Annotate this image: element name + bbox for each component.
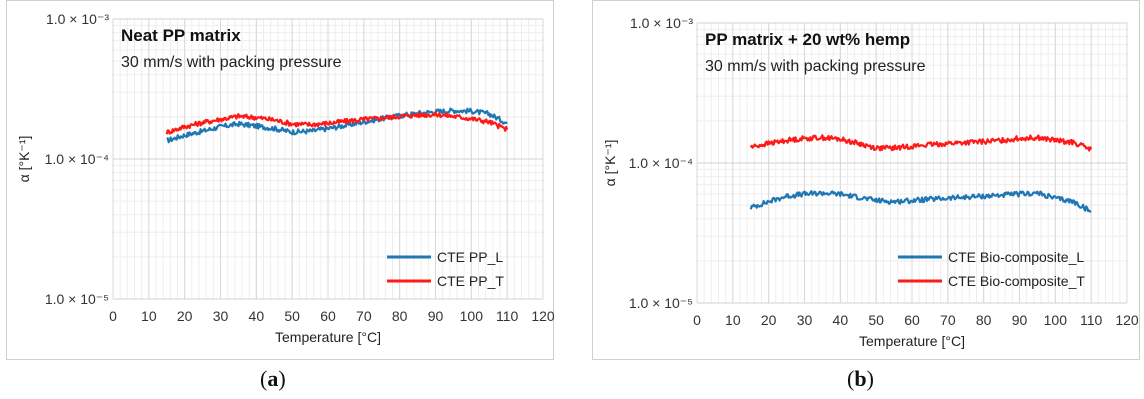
y-tick-label: 1.0 × 10⁻⁴ [629,155,693,171]
caption-a: (a) [260,366,286,391]
x-tick-label: 20 [177,308,193,324]
x-tick-label: 10 [725,312,741,328]
x-tick-label: 80 [976,312,992,328]
x-tick-label: 70 [356,308,372,324]
x-tick-label: 90 [428,308,444,324]
x-tick-label: 100 [460,308,484,324]
x-tick-label: 30 [213,308,229,324]
x-tick-label: 120 [531,308,555,324]
chart-svg-b: 0 10 20 30 40 50 60 70 80 90 100 110 120 1.0 × 10⁻⁵ 1.… [602,15,1139,349]
y-tick-label: 1.0 × 10⁻⁴ [45,151,109,167]
y-tick-label: 1.0 × 10⁻⁵ [629,295,693,311]
x-tick-label: 60 [904,312,920,328]
x-tick-label: 0 [693,312,701,328]
x-tick-label: 110 [496,308,519,324]
legend-label: CTE PP_L [437,249,503,265]
y-axis-label: α [°K⁻¹] [602,140,618,187]
x-tick-label: 80 [392,308,408,324]
x-tick-label: 50 [284,308,300,324]
x-axis-label: Temperature [°C] [275,329,381,345]
x-tick-label: 90 [1012,312,1028,328]
x-tick-label: 120 [1115,312,1139,328]
x-tick-label: 10 [141,308,157,324]
x-tick-label: 60 [320,308,336,324]
series-line-t [749,134,1093,152]
series-line-t [165,110,509,135]
chart-annotation-title: PP matrix + 20 wt% hemp [705,30,910,49]
chart-annotation-title: Neat PP matrix [121,26,241,45]
y-axis-label: α [°K⁻¹] [16,136,32,183]
legend-label: CTE Bio-composite_L [948,249,1084,265]
chart-annotation-subtitle: 30 mm/s with packing pressure [705,58,926,75]
legend-label: CTE Bio-composite_T [948,273,1085,289]
x-tick-label: 40 [833,312,849,328]
x-tick-label: 0 [109,308,117,324]
caption-b: (b) [847,366,874,391]
x-tick-label: 70 [940,312,956,328]
series-line-l [166,107,508,144]
chart-panel-b: 0 10 20 30 40 50 60 70 80 90 100 110 120 1.0 × 10⁻⁵ 1.… [592,0,1140,360]
x-tick-label: 100 [1044,312,1068,328]
chart-annotation-subtitle: 30 mm/s with packing pressure [121,54,342,71]
y-tick-label: 1.0 × 10⁻⁵ [45,291,109,307]
y-tick-label: 1.0 × 10⁻³ [630,15,693,31]
series-line-l [749,190,1092,213]
x-tick-label: 40 [249,308,265,324]
x-tick-label: 110 [1080,312,1103,328]
chart-svg-a: 0 10 20 30 40 50 60 70 80 90 100 110 120 1.0 × 10⁻⁵ 1.… [16,11,555,345]
caption-letter-b: b [854,366,867,391]
x-axis-label: Temperature [°C] [859,333,965,349]
y-tick-label: 1.0 × 10⁻³ [46,11,109,27]
chart-panel-a: 0 10 20 30 40 50 60 70 80 90 100 110 120 1.0 × 10⁻⁵ 1.… [6,0,555,360]
caption-letter-a: a [267,366,279,391]
x-tick-label: 50 [868,312,884,328]
x-tick-label: 20 [761,312,777,328]
x-tick-label: 30 [797,312,813,328]
legend-label: CTE PP_T [437,273,504,289]
